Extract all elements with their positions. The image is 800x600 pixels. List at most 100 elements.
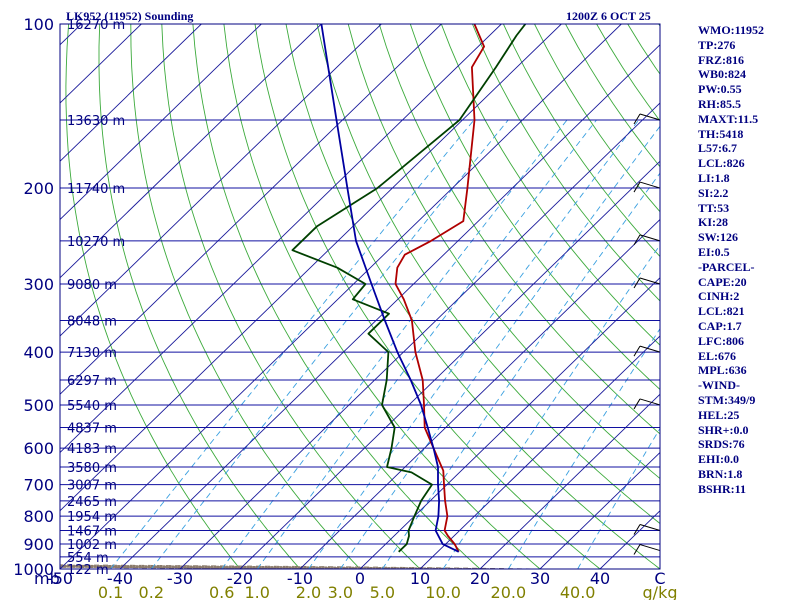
temperature-tick-label: -50 — [47, 569, 73, 588]
wind-barb — [633, 398, 661, 410]
height-label: 5540 m — [67, 399, 117, 414]
index-item: L57:6.7 — [698, 141, 737, 156]
index-item: STM:349/9 — [698, 392, 756, 407]
index-item: LI:1.8 — [698, 170, 730, 185]
index-item: RH:85.5 — [698, 96, 741, 111]
height-labels: 16270 m 13630 m 11740 m 10270 m 9080 m 8048 m… — [67, 18, 125, 578]
pressure-tick-label: 900 — [23, 535, 54, 554]
mixing-ratio-line — [256, 119, 597, 569]
index-item: SI:2.2 — [698, 185, 729, 200]
height-label: 2465 m — [67, 495, 117, 510]
plot-frame — [59, 23, 661, 570]
wind-barb — [633, 345, 661, 357]
height-label: 9080 m — [67, 278, 117, 293]
index-item: SW:126 — [698, 230, 739, 245]
index-item: WMO:11952 — [698, 23, 764, 37]
mixing-ratio-label: 2.0 — [296, 583, 321, 600]
wind-barb — [633, 113, 661, 125]
mixing-ratio-label: 5.0 — [370, 583, 395, 600]
height-label: 6297 m — [67, 374, 117, 389]
index-item: HEL:25 — [698, 407, 740, 422]
index-item: LCL:826 — [698, 156, 745, 171]
isotherm — [60, 24, 262, 221]
mixing-ratio-label: 40.0 — [560, 583, 596, 600]
index-item: TT:53 — [698, 200, 730, 215]
mixing-ratio-label: 1.0 — [244, 583, 269, 600]
pressure-tick-label: 400 — [23, 343, 54, 362]
mixing-ratio-label: 0.1 — [98, 583, 123, 600]
index-item: TP:276 — [698, 37, 736, 52]
height-label: 11740 m — [67, 182, 125, 197]
mixing-ratio-line — [110, 119, 475, 569]
isotherm — [119, 44, 660, 569]
pressure-axis: 100 200 300 400 500 600 700 800 900 1000 — [13, 15, 54, 579]
mixing-ratio-label: 10.0 — [425, 583, 461, 600]
wind-barb — [633, 544, 661, 555]
isotherm — [60, 24, 202, 162]
mixing-ratio-line — [442, 244, 660, 569]
temperature-axis: -50 -40 -30 -20 -10 0 10 20 30 40 C — [47, 569, 666, 588]
index-item: BSHR:11 — [698, 481, 747, 496]
mixing-ratio-line — [221, 119, 568, 569]
height-label: 4183 m — [67, 442, 117, 457]
pressure-tick-label: 800 — [23, 507, 54, 526]
height-label: 4837 m — [67, 421, 117, 436]
temperature-tick-label: 10 — [410, 569, 430, 588]
temperature-tick-label: -10 — [287, 569, 313, 588]
temperature-tick-label: C — [654, 569, 665, 588]
index-item: -WIND- — [698, 378, 740, 393]
index-item: LFC:806 — [698, 333, 744, 348]
index-item: FRZ:816 — [698, 52, 744, 67]
isotherm — [60, 24, 382, 337]
chart-title: LK952 (11952) Sounding — [66, 9, 193, 23]
wind-barb — [633, 277, 661, 289]
plot-background — [60, 24, 660, 569]
isotherm — [299, 218, 660, 569]
index-item: CAPE:20 — [698, 274, 747, 289]
isotherm — [0, 24, 21, 569]
height-label: 7130 m — [67, 346, 117, 361]
height-label: 1467 m — [67, 525, 117, 540]
isotherm — [419, 335, 660, 569]
dew-point-line — [291, 24, 527, 553]
height-label: 3580 m — [67, 461, 117, 476]
pressure-tick-label: 300 — [23, 275, 54, 294]
isotherm — [539, 451, 660, 569]
temperature-tick-label: -30 — [167, 569, 193, 588]
temperature-tick-label: 30 — [530, 569, 550, 588]
height-label: 554 m — [67, 551, 109, 566]
moist-adiabat — [60, 565, 469, 569]
mixing-ratio-line — [339, 125, 660, 569]
temperature-tick-label: 20 — [470, 569, 490, 588]
mixing-ratio-axis: 0.1 0.2 0.6 1.0 2.0 3.0 5.0 10.0 20.0 40.0 g/kg — [98, 583, 678, 600]
pressure-tick-label: 700 — [23, 476, 54, 495]
isotherm — [479, 393, 660, 569]
index-item: EHI:0.0 — [698, 452, 740, 467]
isotherm — [60, 24, 502, 454]
height-label: 3007 m — [67, 479, 117, 494]
index-item: TH:5418 — [698, 126, 744, 141]
temperature-tick-label: -20 — [227, 569, 253, 588]
temperature-line — [394, 24, 486, 553]
valid-time: 1200Z 6 OCT 25 — [566, 9, 651, 23]
isotherm — [60, 24, 322, 279]
pressure-tick-label: 200 — [23, 179, 54, 198]
height-label: 16270 m — [67, 18, 125, 33]
pressure-tick-label: 500 — [23, 396, 54, 415]
stability-indices: WMO:11952 TP:276 FRZ:816 WB0:824 PW:0.55 RH:8… — [698, 23, 764, 497]
isotherm — [359, 277, 660, 569]
isobars — [60, 24, 660, 569]
height-label: 122 m — [67, 563, 109, 578]
mixing-ratio-line — [507, 327, 660, 569]
index-item: PW:0.55 — [698, 82, 742, 97]
index-item: SHR+:0.0 — [698, 422, 749, 437]
mixing-ratio-label: g/kg — [643, 583, 678, 600]
index-item: MAXT:11.5 — [698, 111, 759, 126]
series-lines — [291, 24, 527, 553]
dry-adiabat — [783, 24, 800, 569]
pressure-tick-label: 600 — [23, 439, 54, 458]
index-item: EL:676 — [698, 348, 737, 363]
index-item: EI:0.5 — [698, 244, 730, 259]
isotherm — [60, 24, 442, 395]
